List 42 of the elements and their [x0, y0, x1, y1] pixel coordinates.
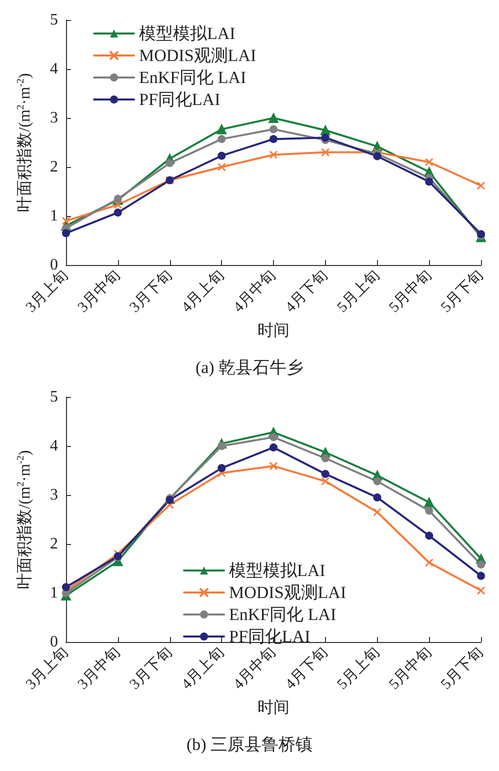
legend-label: PF同化LAI: [139, 90, 221, 109]
x-tick-label: 3月下旬: [126, 644, 176, 693]
x-tick-label: 4月中旬: [230, 644, 280, 693]
y-tick-label: 4: [50, 438, 58, 454]
x-tick-label: 3月中旬: [74, 266, 124, 316]
legend-label: MODIS观测LAI: [139, 46, 256, 65]
y-tick-label: 2: [50, 536, 58, 552]
y-tick-label: 0: [50, 256, 58, 274]
legend-label: EnKF同化 LAI: [139, 68, 247, 87]
y-axis-title: 叶面积指数/(m2·m-2): [16, 450, 34, 589]
legend-label: MODIS观测LAI: [229, 583, 346, 602]
x-tick-label: 4月上旬: [178, 644, 228, 693]
x-tick-label: 5月中旬: [386, 644, 435, 693]
y-tick-label: 3: [50, 486, 58, 504]
y-tick-label: 1: [50, 584, 58, 602]
x-tick-label: 5月上旬: [334, 644, 383, 693]
x-tick-label: 4月下旬: [282, 644, 332, 693]
x-tick-label: 5月中旬: [386, 266, 435, 316]
y-tick-label: 3: [50, 110, 58, 126]
y-tick-label: 5: [50, 388, 58, 406]
legend-label: EnKF同化 LAI: [229, 605, 337, 624]
x-tick-label: 3月中旬: [74, 644, 124, 693]
x-tick-label: 5月上旬: [334, 266, 383, 316]
legend-label: 模型模拟LAI: [139, 24, 236, 43]
y-tick-label: 0: [50, 634, 58, 650]
x-tick-label: 5月下旬: [438, 266, 487, 316]
legend-label: 模型模拟LAI: [229, 561, 326, 580]
x-tick-label: 4月上旬: [178, 266, 228, 316]
x-tick-label: 4月下旬: [282, 266, 332, 316]
x-tick-label: 3月下旬: [126, 266, 176, 316]
y-tick-label: 2: [50, 158, 58, 176]
x-axis-title: 时间: [258, 698, 290, 716]
text: (b) 三原县鲁桥镇: [186, 735, 313, 754]
y-tick-label: 4: [50, 60, 58, 78]
x-axis-title: 时间: [258, 322, 290, 340]
y-axis-title: 叶面积指数/(m2·m-2): [16, 73, 34, 212]
y-tick-label: 1: [50, 208, 58, 224]
x-tick-label: 5月下旬: [438, 644, 487, 693]
x-tick-label: 4月中旬: [230, 266, 280, 316]
text: (a) 乾县石牛乡: [195, 358, 304, 377]
y-tick-label: 5: [50, 12, 58, 28]
legend-label: PF同化LAI: [229, 627, 311, 646]
